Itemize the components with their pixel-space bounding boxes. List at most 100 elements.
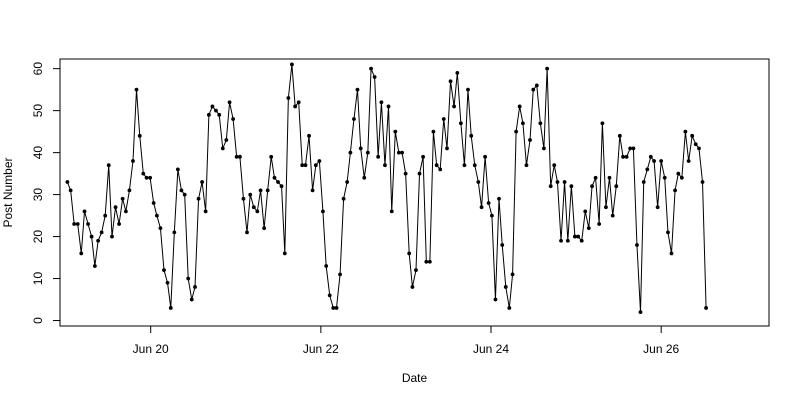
data-point	[403, 171, 408, 176]
data-point	[79, 251, 84, 256]
data-point	[421, 154, 425, 159]
data-point	[189, 297, 194, 302]
data-point	[72, 222, 77, 226]
data-point	[490, 213, 494, 218]
data-point	[220, 146, 225, 151]
data-point	[559, 238, 563, 243]
data-point	[597, 222, 602, 226]
data-point	[182, 192, 187, 197]
data-point	[393, 129, 398, 134]
data-point	[469, 133, 474, 138]
data-point	[503, 285, 508, 289]
data-point	[624, 154, 629, 159]
data-point	[704, 306, 708, 310]
data-point	[89, 234, 94, 239]
data-point	[313, 163, 318, 168]
data-point	[155, 213, 159, 218]
data-point	[645, 167, 650, 172]
y-tick-label: 0	[31, 317, 45, 324]
data-point	[117, 222, 121, 226]
data-point	[666, 230, 670, 235]
data-point	[193, 285, 197, 289]
data-point	[110, 234, 114, 239]
data-point	[300, 163, 305, 168]
data-point	[196, 196, 201, 201]
data-point	[590, 184, 594, 189]
data-point	[610, 213, 615, 218]
data-point	[352, 117, 356, 121]
data-point	[466, 87, 470, 92]
data-point	[68, 188, 73, 193]
data-point	[345, 180, 350, 184]
data-point	[214, 108, 218, 113]
data-point	[686, 159, 691, 163]
data-point	[369, 66, 373, 71]
data-point	[372, 75, 377, 79]
data-series	[65, 62, 708, 315]
data-point	[338, 272, 342, 277]
data-point	[234, 154, 239, 159]
data-point	[269, 154, 274, 159]
data-point	[324, 264, 329, 268]
data-point	[448, 79, 453, 84]
data-point	[679, 175, 684, 180]
data-point	[500, 243, 505, 247]
data-point	[296, 100, 301, 105]
data-point	[531, 87, 536, 92]
data-point	[217, 112, 222, 117]
data-point	[583, 209, 588, 214]
data-point	[445, 146, 449, 151]
data-point	[224, 138, 229, 142]
data-point	[106, 163, 111, 168]
data-point	[683, 129, 688, 134]
data-point	[144, 175, 149, 180]
data-point	[614, 184, 619, 189]
data-point	[186, 276, 191, 281]
data-point	[123, 209, 128, 214]
data-point	[276, 180, 280, 184]
x-tick-label: Jun 22	[303, 342, 339, 356]
data-point	[113, 205, 118, 210]
data-point	[262, 226, 267, 231]
y-tick-label: 20	[31, 230, 45, 244]
data-point	[258, 188, 263, 193]
plot-frame	[59, 58, 770, 327]
y-tick-label: 40	[31, 146, 45, 160]
y-tick-label: 10	[31, 272, 45, 286]
data-point	[317, 159, 322, 163]
data-point	[417, 171, 422, 176]
data-point	[462, 163, 467, 168]
data-point	[662, 175, 667, 180]
data-point	[569, 184, 574, 189]
data-point	[362, 175, 367, 180]
y-tick-label: 30	[31, 188, 45, 202]
data-point	[507, 306, 512, 310]
data-point	[586, 226, 591, 231]
data-point	[279, 184, 284, 189]
data-point	[486, 201, 491, 205]
data-point	[141, 171, 146, 176]
data-point	[386, 104, 391, 109]
data-point	[303, 163, 308, 168]
data-point	[700, 180, 705, 184]
data-point	[524, 163, 529, 168]
data-point	[573, 234, 577, 239]
data-point	[327, 293, 332, 298]
data-point	[134, 87, 139, 92]
data-point	[438, 167, 443, 172]
data-point	[200, 180, 205, 184]
data-point	[331, 306, 336, 310]
data-point	[517, 104, 522, 109]
data-point	[293, 104, 298, 109]
data-point	[521, 121, 525, 126]
x-tick-label: Jun 26	[643, 342, 679, 356]
data-point	[427, 259, 432, 264]
data-point	[579, 238, 584, 243]
data-point	[358, 146, 363, 151]
data-point	[617, 133, 622, 138]
data-point	[389, 209, 394, 214]
data-point	[669, 251, 674, 256]
data-point	[635, 243, 639, 247]
data-point	[545, 66, 550, 71]
data-point	[251, 205, 256, 210]
